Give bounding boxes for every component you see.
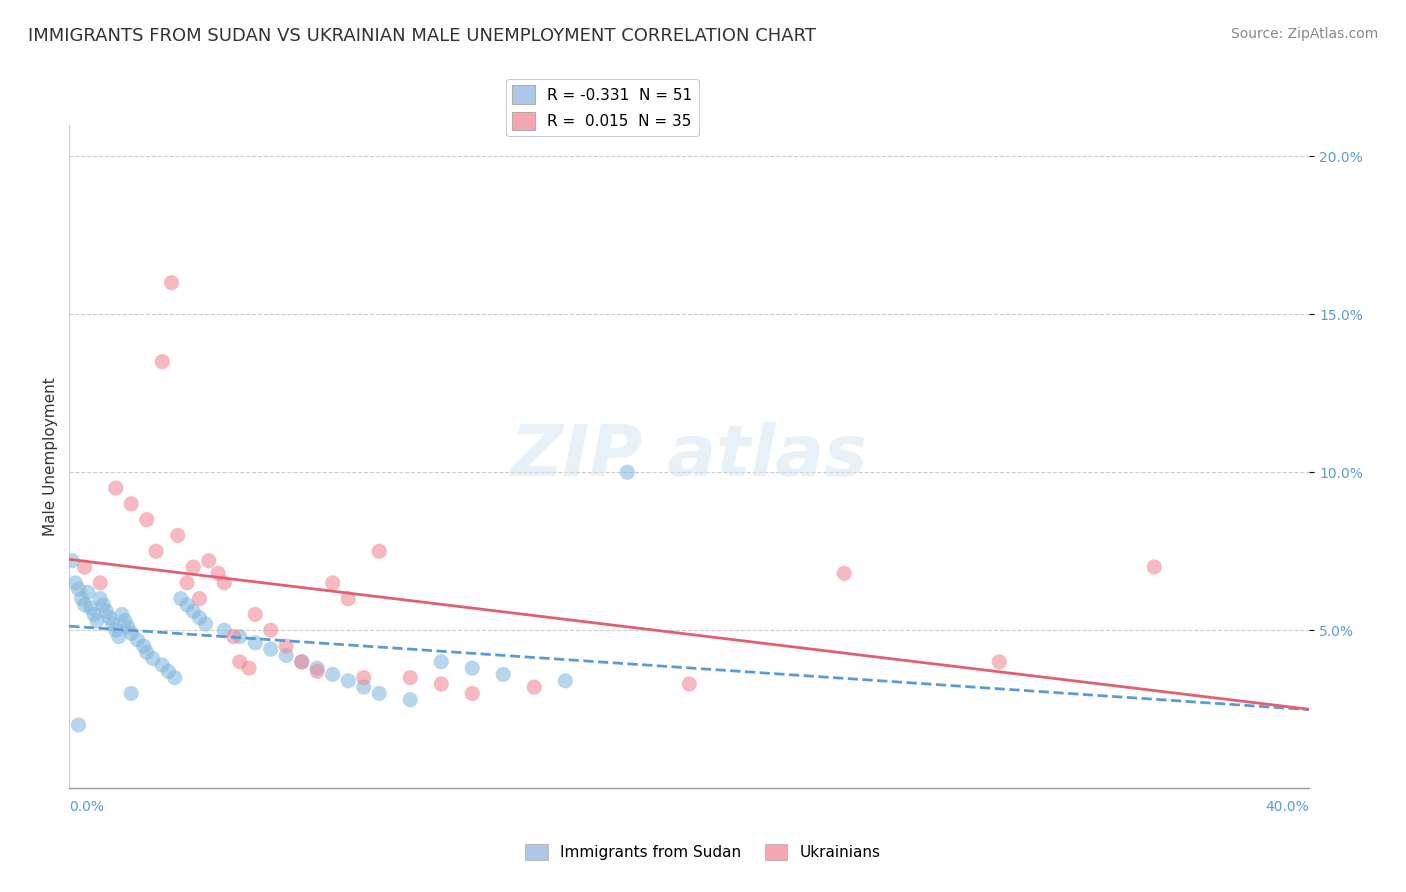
- Point: [229, 630, 252, 644]
- Point: [307, 661, 329, 675]
- Legend: Immigrants from Sudan, Ukrainians: Immigrants from Sudan, Ukrainians: [519, 838, 887, 866]
- Point: [276, 639, 298, 653]
- Point: [120, 626, 142, 640]
- Point: [260, 642, 283, 657]
- Point: [166, 528, 188, 542]
- Point: [322, 575, 344, 590]
- Point: [157, 665, 180, 679]
- Point: [120, 497, 142, 511]
- Point: [142, 651, 165, 665]
- Point: [194, 616, 217, 631]
- Legend: R = -0.331  N = 51, R =  0.015  N = 35: R = -0.331 N = 51, R = 0.015 N = 35: [506, 79, 699, 136]
- Point: [307, 665, 329, 679]
- Point: [135, 645, 157, 659]
- Point: [222, 630, 245, 644]
- Point: [291, 655, 314, 669]
- Point: [176, 598, 198, 612]
- Point: [80, 601, 103, 615]
- Point: [461, 661, 484, 675]
- Point: [229, 655, 252, 669]
- Point: [181, 604, 204, 618]
- Point: [245, 636, 267, 650]
- Point: [207, 566, 229, 581]
- Text: Source: ZipAtlas.com: Source: ZipAtlas.com: [1230, 27, 1378, 41]
- Point: [245, 607, 267, 622]
- Point: [616, 465, 638, 479]
- Point: [127, 632, 149, 647]
- Point: [181, 560, 204, 574]
- Point: [89, 591, 111, 606]
- Point: [60, 554, 83, 568]
- Point: [170, 591, 193, 606]
- Point: [188, 610, 211, 624]
- Point: [89, 575, 111, 590]
- Point: [114, 614, 136, 628]
- Point: [188, 591, 211, 606]
- Point: [65, 575, 87, 590]
- Point: [132, 639, 155, 653]
- Point: [117, 620, 139, 634]
- Point: [176, 575, 198, 590]
- Point: [291, 655, 314, 669]
- Point: [678, 677, 700, 691]
- Point: [461, 686, 484, 700]
- Point: [111, 607, 134, 622]
- Point: [353, 680, 375, 694]
- Point: [73, 598, 96, 612]
- Point: [76, 585, 98, 599]
- Point: [160, 276, 183, 290]
- Point: [86, 614, 108, 628]
- Point: [150, 354, 173, 368]
- Point: [98, 610, 121, 624]
- Point: [73, 560, 96, 574]
- Point: [104, 481, 127, 495]
- Point: [108, 630, 131, 644]
- Point: [1143, 560, 1166, 574]
- Point: [104, 624, 127, 638]
- Point: [337, 591, 360, 606]
- Point: [988, 655, 1011, 669]
- Point: [212, 575, 235, 590]
- Point: [101, 616, 124, 631]
- Point: [430, 655, 453, 669]
- Point: [145, 544, 167, 558]
- Point: [91, 598, 114, 612]
- Point: [492, 667, 515, 681]
- Point: [368, 686, 391, 700]
- Point: [353, 671, 375, 685]
- Text: 0.0%: 0.0%: [69, 800, 104, 814]
- Point: [832, 566, 855, 581]
- Point: [150, 657, 173, 672]
- Point: [135, 513, 157, 527]
- Point: [322, 667, 344, 681]
- Point: [67, 718, 90, 732]
- Text: 40.0%: 40.0%: [1265, 800, 1309, 814]
- Text: ZIP atlas: ZIP atlas: [510, 422, 868, 491]
- Point: [523, 680, 546, 694]
- Point: [430, 677, 453, 691]
- Point: [120, 686, 142, 700]
- Point: [399, 671, 422, 685]
- Point: [163, 671, 186, 685]
- Point: [238, 661, 260, 675]
- Text: IMMIGRANTS FROM SUDAN VS UKRAINIAN MALE UNEMPLOYMENT CORRELATION CHART: IMMIGRANTS FROM SUDAN VS UKRAINIAN MALE …: [28, 27, 815, 45]
- Point: [83, 607, 105, 622]
- Point: [337, 673, 360, 688]
- Point: [368, 544, 391, 558]
- Point: [260, 624, 283, 638]
- Point: [399, 692, 422, 706]
- Point: [197, 554, 219, 568]
- Point: [212, 624, 235, 638]
- Point: [554, 673, 576, 688]
- Point: [67, 582, 90, 596]
- Y-axis label: Male Unemployment: Male Unemployment: [44, 377, 58, 536]
- Point: [276, 648, 298, 663]
- Point: [96, 604, 118, 618]
- Point: [70, 591, 93, 606]
